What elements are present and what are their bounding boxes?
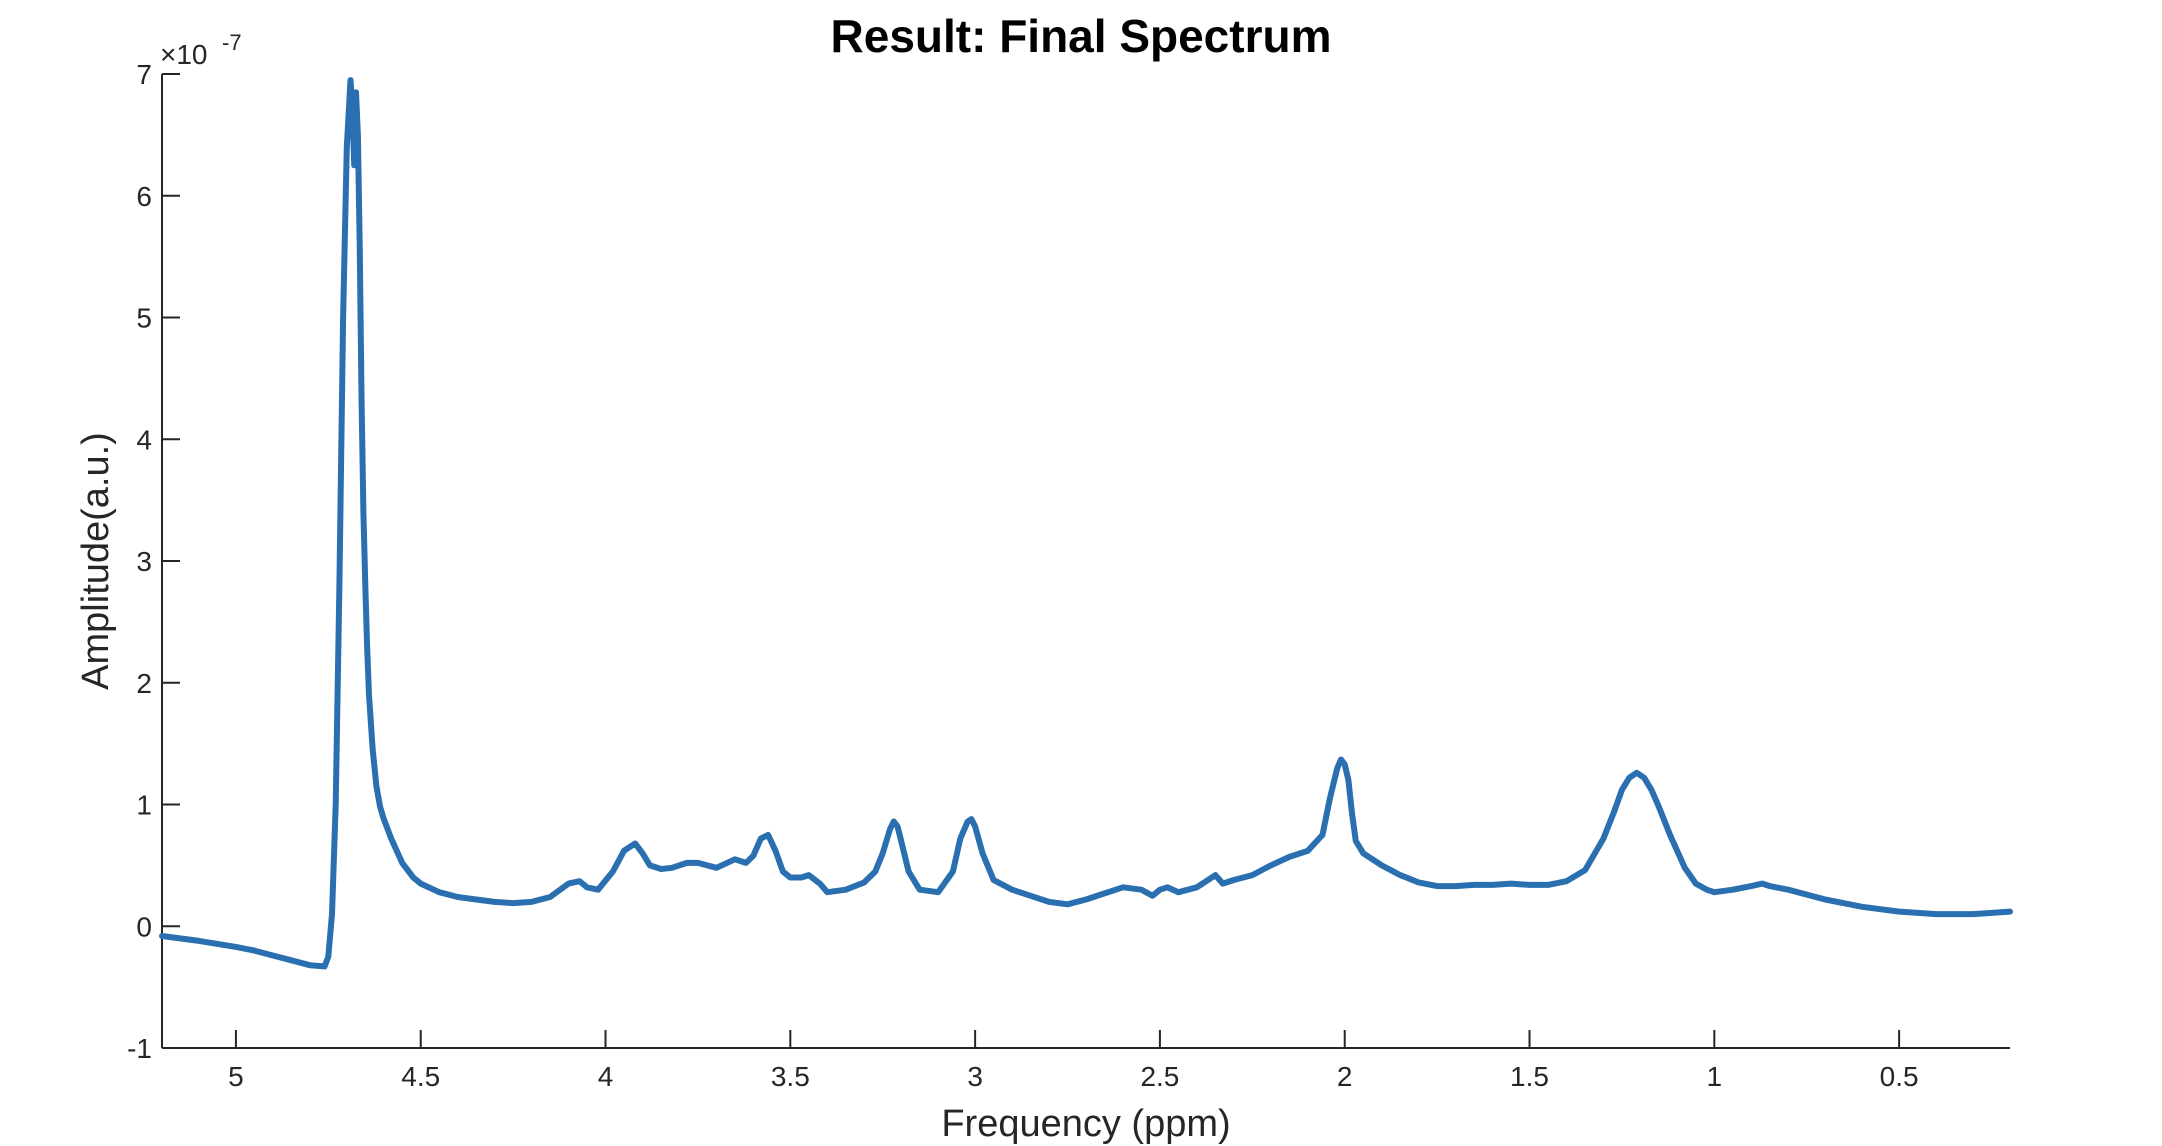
x-tick-label: 1	[1707, 1061, 1723, 1092]
y-exponent-label: ×10 -7	[160, 30, 242, 70]
x-tick-label: 2	[1337, 1061, 1353, 1092]
chart-title: Result: Final Spectrum	[831, 10, 1332, 62]
x-tick-label: 2.5	[1140, 1061, 1179, 1092]
y-tick-label: 6	[136, 181, 152, 212]
y-tick-label: 2	[136, 668, 152, 699]
y-tick-label: 7	[136, 59, 152, 90]
y-tick-label: -1	[127, 1033, 152, 1064]
y-axis-label: Amplitude(a.u.)	[75, 432, 117, 690]
x-ticks: 5 4.5 4 3.5 3 2.5 2 1.5 1 0.5	[228, 1030, 1919, 1092]
y-tick-label: 4	[136, 424, 152, 455]
x-tick-label: 4	[598, 1061, 614, 1092]
x-tick-label: 5	[228, 1061, 244, 1092]
x-tick-label: 0.5	[1880, 1061, 1919, 1092]
x-tick-label: 1.5	[1510, 1061, 1549, 1092]
x-axis-label: Frequency (ppm)	[941, 1103, 1230, 1145]
y-tick-label: 0	[136, 911, 152, 942]
spectrum-line	[159, 77, 2013, 970]
x-tick-label: 3.5	[771, 1061, 810, 1092]
y-tick-label: 3	[136, 546, 152, 577]
x-tick-label: 4.5	[401, 1061, 440, 1092]
y-tick-label: 5	[136, 303, 152, 334]
y-ticks: -1 0 1 2 3 4 5 6 7	[127, 59, 180, 1064]
y-exponent-base: ×10	[160, 39, 208, 70]
y-tick-label: 1	[136, 790, 152, 821]
x-tick-label: 3	[967, 1061, 983, 1092]
y-exponent-power: -7	[222, 30, 242, 55]
